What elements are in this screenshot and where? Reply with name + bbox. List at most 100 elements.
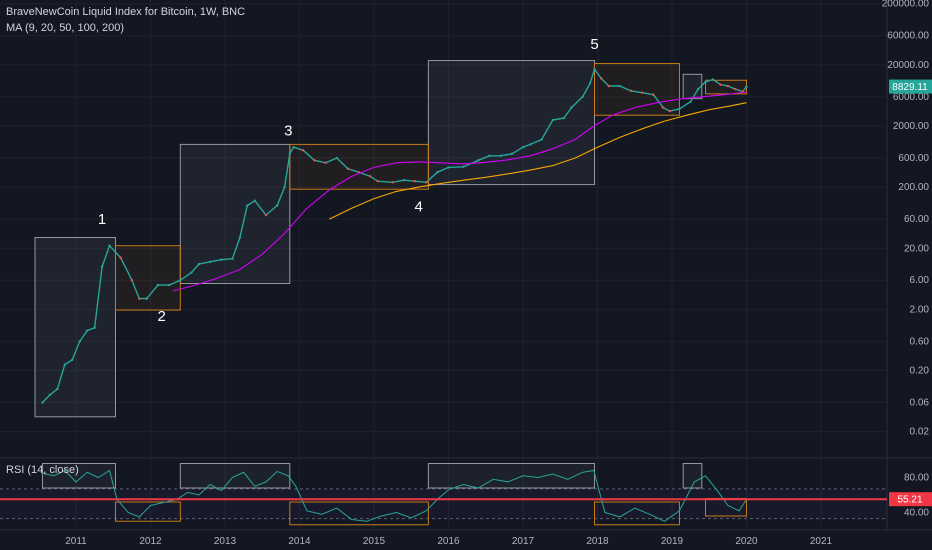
year-tick-label: 2019 (661, 536, 684, 547)
last-price-tag-label: 8829.11 (892, 82, 928, 93)
price-point (477, 159, 480, 162)
price-point (41, 401, 44, 404)
price-point (447, 166, 450, 169)
price-point (324, 161, 327, 164)
rsi-impulse-box (179, 463, 291, 489)
price-point (734, 87, 737, 91)
rsi-impulse-box (427, 463, 596, 489)
price-point (607, 84, 610, 88)
rsi-value-tag (889, 492, 932, 507)
price-point (521, 145, 525, 149)
price-point (246, 204, 249, 207)
price-point (167, 283, 171, 287)
price-point (231, 257, 234, 260)
price-point (264, 213, 268, 217)
price-point (719, 83, 722, 86)
price-point (711, 78, 715, 81)
price-point (376, 179, 379, 183)
price-point (369, 175, 372, 178)
year-tick-label: 2018 (586, 536, 609, 547)
price-tick-label: 0.02 (910, 427, 930, 438)
price-point (696, 87, 700, 91)
price-point (346, 167, 350, 170)
price-point (288, 152, 292, 156)
price-line (41, 68, 748, 403)
wave-label-4: 4 (415, 198, 423, 215)
price-point (275, 204, 279, 207)
year-tick-label: 2012 (139, 536, 162, 547)
price-point (56, 387, 59, 391)
ma-100-line (172, 91, 747, 292)
price-point (593, 67, 596, 71)
price-point (668, 109, 671, 113)
price-tick-label: 2.00 (910, 304, 930, 315)
price-point (551, 118, 554, 122)
price-point (462, 165, 465, 168)
price-series-layer (41, 67, 748, 404)
price-point (726, 84, 730, 88)
price-point (130, 279, 134, 282)
price-point (253, 199, 256, 202)
wave-labels-layer: 1 2 3 4 5 (98, 36, 599, 325)
rsi-tick-label: 40.00 (904, 508, 929, 519)
price-point (145, 297, 148, 300)
price-point (745, 85, 748, 88)
price-point (292, 145, 295, 149)
price-point (220, 258, 223, 261)
price-tick-label: 6000.00 (893, 92, 930, 103)
price-point (302, 149, 305, 152)
price-tick-label: 0.60 (910, 336, 930, 347)
price-point (156, 283, 160, 287)
price-point (562, 116, 566, 120)
year-tick-label: 2014 (288, 536, 311, 547)
price-point (436, 171, 439, 174)
year-tick-label: 2015 (363, 536, 386, 547)
price-point (641, 91, 644, 94)
price-point (424, 181, 428, 184)
year-tick-label: 2011 (65, 536, 87, 547)
price-tick-label: 200.00 (898, 182, 929, 193)
ma-legend[interactable]: MA (9, 20, 50, 100, 200) (6, 22, 125, 34)
ma-200-line (329, 102, 747, 220)
price-point (618, 84, 622, 88)
price-point (488, 154, 491, 158)
rsi-layer (0, 463, 887, 526)
price-point (71, 358, 74, 361)
rsi-correction-box (289, 501, 429, 526)
price-point (661, 106, 665, 109)
price-point (540, 138, 543, 141)
price-point (335, 156, 338, 160)
symbol-legend[interactable]: BraveNewCoin Liquid Index for Bitcoin, 1… (6, 6, 246, 18)
price-point (652, 93, 655, 96)
price-point (529, 143, 532, 146)
impulse-box (179, 143, 291, 285)
rsi-legend[interactable]: RSI (14, close) (6, 464, 79, 476)
wave-label-1: 1 (98, 211, 106, 228)
wave-label-3: 3 (284, 122, 292, 139)
price-point (600, 77, 603, 80)
price-point (581, 95, 584, 99)
impulse-box (427, 60, 596, 186)
price-point (93, 326, 96, 330)
year-tick-label: 2016 (437, 536, 460, 547)
price-point (510, 152, 514, 156)
correction-box (705, 79, 748, 95)
rsi-impulse-box (682, 463, 703, 489)
price-point (704, 80, 707, 84)
price-point (238, 236, 242, 239)
price-point (629, 89, 633, 93)
price-point (179, 279, 182, 282)
price-tick-label: 6.00 (910, 275, 930, 286)
price-point (85, 329, 89, 332)
year-tick-label: 2017 (512, 536, 535, 547)
price-point (313, 159, 316, 162)
price-tick-label: 0.20 (910, 366, 930, 377)
price-tick-label: 20.00 (904, 243, 929, 254)
price-point (100, 265, 104, 268)
impulse-box (682, 73, 703, 100)
price-tick-label: 2000.00 (893, 121, 930, 132)
correction-box (289, 143, 429, 190)
last-price-tag (889, 79, 932, 94)
year-tick-label: 2020 (735, 536, 758, 547)
